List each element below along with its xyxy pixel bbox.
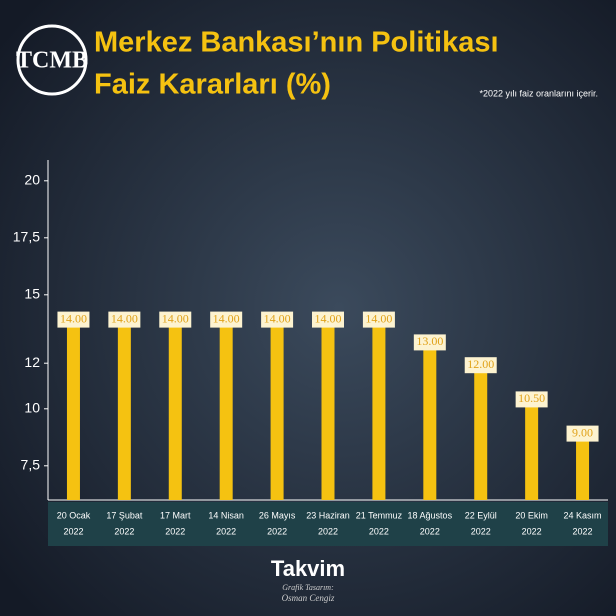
value-label-box <box>210 311 243 328</box>
bar <box>321 317 335 500</box>
value-label: 12.00 <box>467 357 494 371</box>
logo: TCMB <box>16 48 88 74</box>
x-tick-label: 2022 <box>267 526 287 536</box>
bar <box>474 363 488 500</box>
x-tick-label: 2022 <box>318 526 338 536</box>
value-label: 13.00 <box>416 334 443 348</box>
x-tick-label: 2022 <box>573 526 593 536</box>
value-label: 14.00 <box>315 311 342 325</box>
note: *2022 yılı faiz oranlarını içerir. <box>479 88 598 98</box>
credit: Osman Cengiz <box>282 593 335 603</box>
value-label-box <box>413 334 446 351</box>
x-tick-label: 2022 <box>369 526 389 536</box>
x-tick-label: 21 Temmuz <box>356 510 403 520</box>
bar <box>66 317 80 500</box>
value-label: 14.00 <box>111 311 138 325</box>
value-label-box <box>159 311 192 328</box>
title: Merkez Bankası’nın Politikası <box>94 27 499 59</box>
x-tick-label: 14 Nisan <box>208 510 244 520</box>
logo-ring <box>16 24 88 96</box>
y-tick-label: 17,5 <box>13 229 40 245</box>
value-label: 14.00 <box>162 311 189 325</box>
value-label: 10.50 <box>518 391 545 405</box>
bar <box>525 397 539 500</box>
value-label: 9.00 <box>572 425 593 439</box>
x-tick-label: 18 Ağustos <box>408 510 453 520</box>
x-tick-label: 20 Ekim <box>515 510 548 520</box>
x-tick-label: 2022 <box>471 526 491 536</box>
x-tick-label: 17 Mart <box>160 510 191 520</box>
y-tick-label: 15 <box>24 286 40 302</box>
y-tick-label: 12 <box>24 354 40 370</box>
credit: Grafik Tasarım: <box>282 583 334 592</box>
x-tick-label: 22 Eylül <box>465 510 497 520</box>
value-label: 14.00 <box>264 311 291 325</box>
x-tick-label: 23 Haziran <box>306 510 350 520</box>
x-tick-label: 20 Ocak <box>57 510 91 520</box>
value-label-box <box>108 311 141 328</box>
bar <box>270 317 284 500</box>
value-label: 14.00 <box>60 311 87 325</box>
x-tick-label: 24 Kasım <box>564 510 602 520</box>
value-label-box <box>566 425 599 442</box>
x-tick-label: 17 Şubat <box>106 510 143 520</box>
value-label-box <box>57 311 90 328</box>
bar <box>117 317 131 500</box>
x-tick-label: 2022 <box>420 526 440 536</box>
value-label-box <box>312 311 344 328</box>
x-tick-label: 26 Mayıs <box>259 510 296 520</box>
value-label-box <box>362 311 395 328</box>
value-label-box <box>261 311 294 328</box>
bar <box>168 317 182 500</box>
category-band <box>48 502 608 546</box>
x-tick-label: 2022 <box>522 526 542 536</box>
value-label: 14.00 <box>365 311 392 325</box>
value-label-box <box>464 357 497 374</box>
title: Faiz Kararları (%) <box>94 69 331 101</box>
x-tick-label: 2022 <box>165 526 185 536</box>
bar <box>219 317 233 500</box>
x-tick-label: 2022 <box>114 526 134 536</box>
bar <box>372 317 386 500</box>
x-tick-label: 2022 <box>63 526 83 536</box>
bar <box>423 340 437 500</box>
value-label: 14.00 <box>213 311 240 325</box>
y-tick-label: 7,5 <box>21 457 41 473</box>
value-label-box <box>515 391 548 408</box>
brand: Takvim <box>271 556 345 581</box>
bar <box>576 431 590 500</box>
x-tick-label: 2022 <box>216 526 236 536</box>
y-tick-label: 10 <box>24 400 40 416</box>
y-tick-label: 20 <box>24 172 40 188</box>
